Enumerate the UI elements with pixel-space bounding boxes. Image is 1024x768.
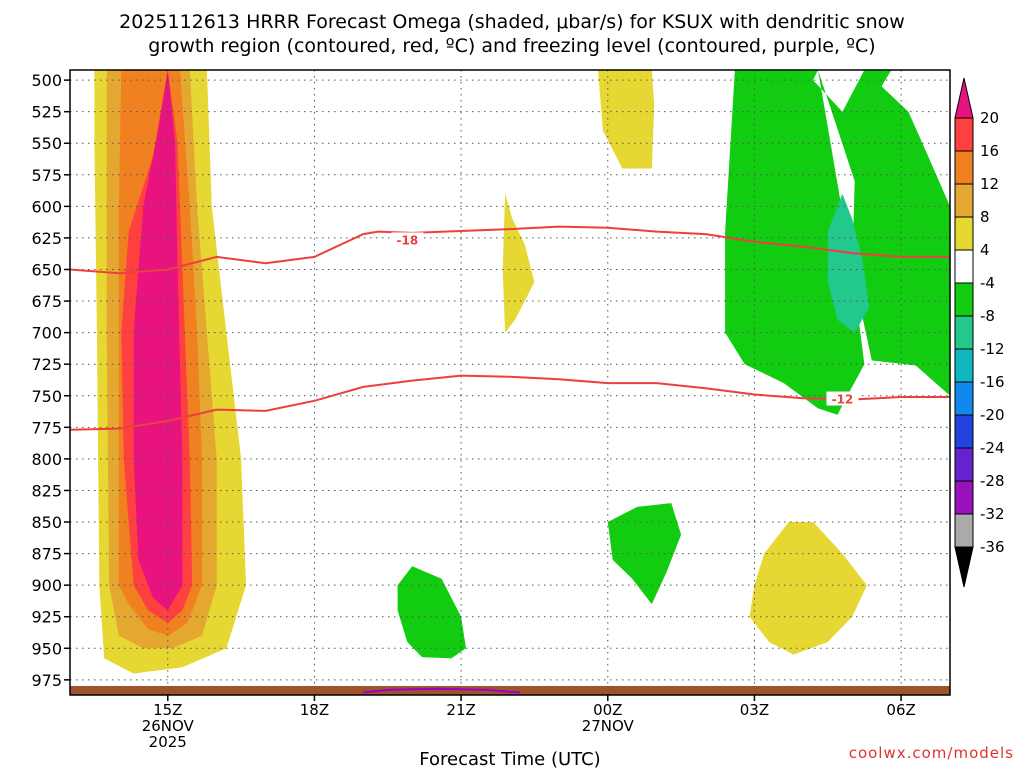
colorbar-bin--20–-16 bbox=[954, 381, 974, 416]
y-tick-label-925: 925 bbox=[31, 608, 62, 627]
x-axis-label: Forecast Time (UTC) bbox=[419, 749, 600, 768]
region-omega-plume-20 bbox=[133, 70, 183, 611]
region-omega-low-neg4-b bbox=[397, 566, 466, 659]
colorbar-label--32: -32 bbox=[980, 505, 1005, 523]
x-tick-label-15-2: 2025 bbox=[149, 733, 187, 751]
y-tick-label-675: 675 bbox=[31, 292, 62, 311]
colorbar-bin->20 bbox=[954, 77, 974, 119]
y-tick-label-650: 650 bbox=[31, 260, 62, 279]
region-omega-upper-neg8 bbox=[827, 193, 870, 333]
colorbar-label-8: 8 bbox=[980, 208, 990, 226]
contour-freezing-level bbox=[363, 687, 520, 694]
colorbar-label-16: 16 bbox=[980, 142, 999, 160]
y-tick-label-625: 625 bbox=[31, 229, 62, 248]
colorbar-label--8: -8 bbox=[980, 307, 995, 325]
x-tick-label-27-0: 03Z bbox=[740, 701, 769, 719]
y-tick-label-850: 850 bbox=[31, 513, 62, 532]
ground-surface bbox=[70, 686, 950, 695]
y-tick-label-575: 575 bbox=[31, 166, 62, 185]
colorbar-bin-12–16 bbox=[954, 150, 974, 185]
y-tick-label-950: 950 bbox=[31, 639, 62, 658]
y-tick-label-825: 825 bbox=[31, 481, 62, 500]
credit-text: coolwx.com/models bbox=[849, 744, 1014, 762]
y-tick-label-725: 725 bbox=[31, 355, 62, 374]
y-tick-label-900: 900 bbox=[31, 576, 62, 595]
x-tick-label-15-1: 26NOV bbox=[142, 717, 195, 735]
colorbar-bin-<-36 bbox=[954, 546, 974, 588]
x-tick-label-30-0: 06Z bbox=[886, 701, 915, 719]
colorbar-bin-16–20 bbox=[954, 117, 974, 152]
y-axis-ticks: 500 525 550 575 600 625 650 675 700 725 750 775 800 8… bbox=[31, 71, 70, 690]
colorbar-label--20: -20 bbox=[980, 406, 1005, 424]
x-tick-label-24-1: 27NOV bbox=[582, 717, 635, 735]
x-tick-label-24-0: 00Z bbox=[593, 701, 622, 719]
y-tick-label-800: 800 bbox=[31, 450, 62, 469]
contour-dgz-minus18 bbox=[70, 225, 950, 275]
contour-lines: -18 -12 bbox=[70, 225, 950, 694]
contour-label-dgz-minus18: -18 bbox=[396, 233, 418, 247]
chart-title: 2025112613 HRRR Forecast Omega (shaded, … bbox=[119, 11, 905, 57]
region-omega-lowmid-neg4-a bbox=[607, 503, 682, 605]
grid-lines bbox=[70, 70, 950, 695]
y-tick-label-775: 775 bbox=[31, 418, 62, 437]
x-tick-label-18-0: 18Z bbox=[300, 701, 329, 719]
contour-dgz-minus12 bbox=[70, 374, 950, 431]
y-tick-label-750: 750 bbox=[31, 387, 62, 406]
colorbar-bin--8–-4 bbox=[954, 282, 974, 317]
colorbar-bin--36–-32 bbox=[954, 513, 974, 548]
region-omega-mid-4 bbox=[502, 193, 535, 333]
y-tick-label-975: 975 bbox=[31, 671, 62, 690]
colorbar-bin--32–-28 bbox=[954, 480, 974, 515]
x-tick-label-21-0: 21Z bbox=[446, 701, 475, 719]
y-tick-label-500: 500 bbox=[31, 71, 62, 90]
region-omega-upper-4-a bbox=[598, 70, 655, 169]
x-tick-label-15-0: 15Z bbox=[153, 701, 182, 719]
title-line-2: growth region (contoured, red, ºC) and f… bbox=[148, 35, 875, 57]
contour-label-bg-dgz-minus18 bbox=[391, 232, 424, 247]
colorbar-label--4: -4 bbox=[980, 274, 995, 292]
y-tick-label-600: 600 bbox=[31, 197, 62, 216]
contour-label-dgz-minus12: -12 bbox=[832, 393, 854, 407]
colorbar-bin--16–-12 bbox=[954, 348, 974, 383]
ground-bar bbox=[70, 686, 950, 695]
colorbar-bin--4–4 bbox=[954, 249, 974, 284]
region-omega-low-4 bbox=[749, 522, 867, 655]
colorbar-label--16: -16 bbox=[980, 373, 1005, 391]
colorbar-bin--12–-8 bbox=[954, 315, 974, 350]
colorbar-bin--24–-20 bbox=[954, 414, 974, 449]
colorbar-label-12: 12 bbox=[980, 175, 999, 193]
colorbar-label-4: 4 bbox=[980, 241, 990, 259]
colorbar-bin--28–-24 bbox=[954, 447, 974, 482]
title-line-1: 2025112613 HRRR Forecast Omega (shaded, … bbox=[119, 11, 905, 33]
plot-frame bbox=[69, 69, 951, 696]
colorbar-bin-8–12 bbox=[954, 183, 974, 218]
y-tick-label-525: 525 bbox=[31, 103, 62, 122]
shaded-regions bbox=[94, 70, 950, 674]
y-tick-label-550: 550 bbox=[31, 134, 62, 153]
colorbar-label--28: -28 bbox=[980, 472, 1005, 490]
colorbar-label--36: -36 bbox=[980, 538, 1005, 556]
colorbar-bin-4–8 bbox=[954, 216, 974, 251]
colorbar: 20 16 12 8 4 -4 -8 -12 -16 -20 -24 -28 -32 -36 bbox=[954, 77, 1005, 588]
contour-label-bg-dgz-minus12 bbox=[826, 391, 859, 406]
colorbar-label--24: -24 bbox=[980, 439, 1005, 457]
colorbar-label-20: 20 bbox=[980, 109, 999, 127]
y-tick-label-875: 875 bbox=[31, 545, 62, 564]
colorbar-label--12: -12 bbox=[980, 340, 1005, 358]
y-tick-label-700: 700 bbox=[31, 324, 62, 343]
